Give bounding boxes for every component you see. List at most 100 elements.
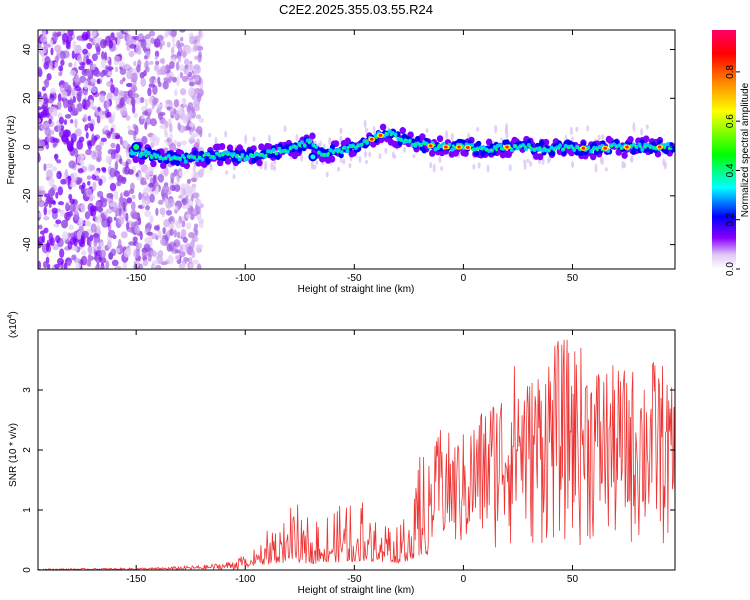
spectrogram-cell-1259	[38, 260, 42, 269]
spectrogram-cell-2233	[355, 144, 359, 148]
spectrogram-cell-24	[133, 60, 137, 67]
spectrogram-cell-368	[139, 72, 145, 79]
spectrogram-cell-1192	[49, 39, 54, 47]
spectrogram-cell-2261	[490, 148, 494, 152]
spectrogram-cell-1211	[38, 139, 43, 149]
spectrogram-cell-1788	[220, 155, 227, 162]
spectrogram-cell-1215	[67, 145, 74, 152]
spectrogram-cell-774	[144, 200, 149, 206]
spectrogram-cell-2241	[394, 134, 398, 138]
spectrogram-cell-718	[188, 71, 193, 78]
spectrogram-cell-2188	[140, 151, 143, 155]
spectrogram-cell-1243	[195, 75, 199, 82]
spectrogram-cell-1061	[135, 44, 142, 55]
spectrogram-cell-1154	[79, 177, 83, 183]
spectrogram-cell-457	[195, 244, 202, 253]
spectrogram-cell-2218	[283, 149, 287, 153]
spectrogram-cell-1312	[378, 153, 382, 160]
spectrogram-cell-1138	[74, 128, 82, 137]
snr-x-tick-label-4: 50	[567, 574, 579, 585]
spectrogram-cell-2189	[144, 153, 148, 158]
spectrogram-cell-775	[113, 189, 119, 200]
spectrogram-cell-895	[88, 37, 93, 42]
spectrogram-cell-534	[63, 82, 68, 90]
spectrogram-cell-1040	[130, 96, 134, 105]
spectrogram-cell-1298	[41, 234, 46, 244]
spectrogram-cell-1112	[53, 223, 60, 228]
spectrogram-cell-2191	[154, 155, 158, 159]
spectrogram-cell-741	[186, 178, 191, 184]
spectrogram-cell-1246	[57, 31, 62, 37]
spectrogram-cell-78	[86, 175, 92, 180]
spectrogram-cell-1025	[59, 248, 65, 259]
spectrogram-cell-1328	[630, 154, 634, 163]
spectrogram-cell-2206	[226, 153, 230, 157]
spectrogram-cell-2245	[413, 142, 417, 146]
spectrogram-cell-687	[156, 265, 160, 269]
spectrogram-cell-2146	[558, 143, 562, 148]
spectrogram-cell-1240	[48, 97, 54, 104]
spectrogram-cell-2008	[166, 153, 171, 158]
spectrogram-cell-214	[73, 210, 80, 221]
spectrogram-cell-787	[68, 160, 76, 169]
spectrogram-cell-1261	[76, 91, 82, 102]
spectrogram-cell-830	[181, 97, 186, 104]
spectrogram-cell-868	[155, 60, 160, 65]
spectrogram-cell-1049	[143, 187, 149, 197]
spectrogram-cell-2020	[200, 157, 205, 162]
spectrogram-cell-47	[50, 47, 54, 56]
spectrogram-hotspot-core-4	[457, 145, 461, 149]
spectrogram-cell-980	[187, 86, 195, 97]
spectrogram-cell-603	[145, 98, 149, 109]
spectrogram-cell-1041	[173, 219, 180, 226]
spectrogram-cell-959	[191, 95, 197, 101]
spectrogram-cell-1048	[159, 207, 166, 215]
spectrogram-cell-373	[162, 184, 170, 194]
spectrogram-cell-1119	[78, 184, 83, 190]
spectrogram-cell-1383	[425, 128, 429, 133]
spectrogram-cell-218	[106, 92, 113, 102]
spectrogram-cell-708	[179, 251, 186, 258]
spectrogram-cell-1083	[90, 223, 97, 233]
spectrogram-cell-998	[116, 181, 122, 187]
spectrogram-cell-2208	[235, 153, 239, 157]
spectrogram-cell-1793	[231, 156, 237, 163]
spectrogram-cell-995	[86, 122, 92, 129]
spectrogram-cell-558	[144, 33, 151, 40]
snr-x-label: Height of straight line (km)	[298, 585, 415, 596]
spectrogram-cell-939	[58, 116, 65, 125]
spectrogram-cell-1185	[175, 61, 180, 71]
spectrogram-cell-2276	[562, 147, 566, 151]
snr-y-tick-label-2: 2	[22, 447, 33, 453]
spectrogram-cell-489	[148, 30, 156, 37]
spectrogram-cell-1678	[536, 153, 544, 161]
spectrogram-cell-1498	[183, 162, 190, 170]
spectrogram-cell-1181	[132, 86, 136, 97]
spectrogram-cell-1250	[123, 249, 131, 258]
spectrogram-cell-1059	[52, 142, 57, 148]
spectrogram-cell-701	[76, 103, 81, 110]
spectrogram-cell-1415	[283, 125, 287, 133]
spectrogram-cell-966	[166, 41, 171, 48]
spectrogram-cell-2065	[328, 148, 333, 153]
spectrogram-cell-101	[57, 186, 64, 196]
spectrogram-cell-1036	[69, 203, 76, 213]
spectrogram-cell-375	[178, 194, 184, 199]
spectrogram-blob-mid	[308, 152, 318, 162]
spectrogram-cell-857	[107, 148, 115, 155]
spectrogram-cell-1046	[54, 44, 62, 53]
spectrogram-cell-1300	[224, 130, 228, 138]
spectrogram-cell-764	[58, 71, 63, 77]
spectrogram-cell-2258	[475, 147, 479, 151]
spectrogram-cell-445	[140, 77, 147, 88]
spectrogram-cell-1135	[94, 265, 100, 269]
spectrogram-cell-1397	[264, 164, 268, 171]
spectrogram-cell-786	[193, 192, 200, 199]
spectrogram-cell-201	[119, 68, 127, 75]
spectrogram-cell-908	[146, 108, 153, 113]
spectrogram-cell-524	[110, 142, 116, 149]
spectrogram-cell-1253	[87, 140, 92, 150]
spectrogram-cell-694	[125, 115, 131, 121]
spectrogram-cell-512	[125, 82, 133, 88]
spectrogram-cell-1064	[124, 63, 131, 70]
